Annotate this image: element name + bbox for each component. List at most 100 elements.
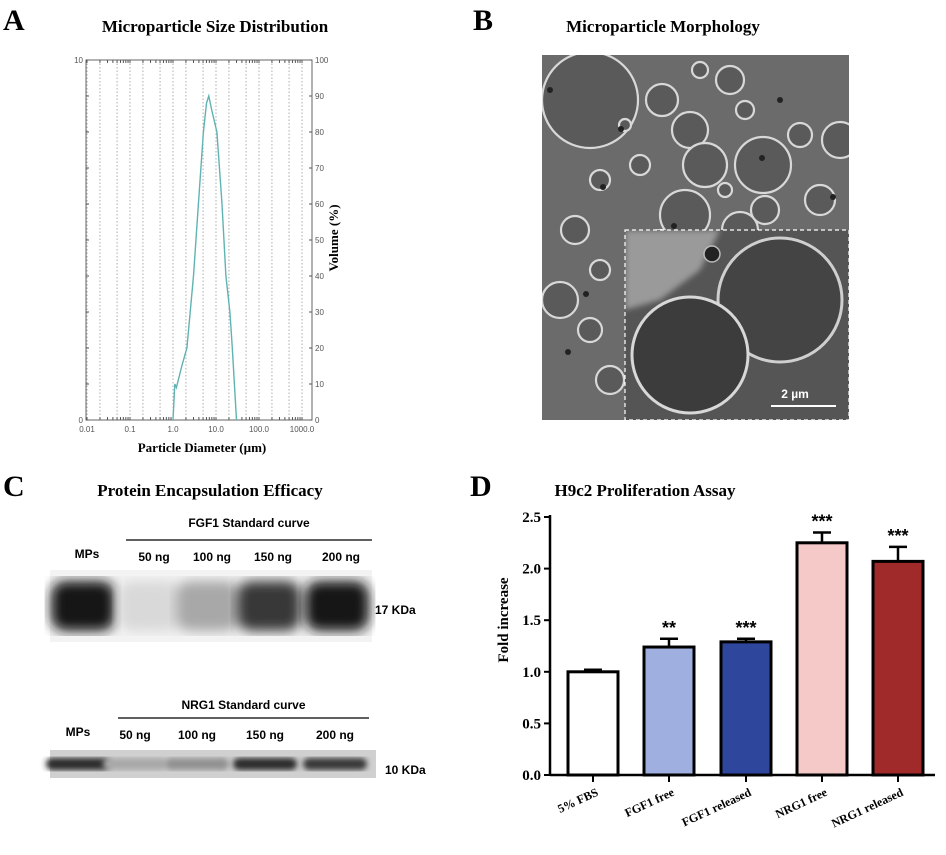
y-tick-label: 1.0 <box>522 665 541 681</box>
lane-label: 150 ng <box>246 728 284 742</box>
microparticle-large <box>630 295 750 415</box>
molecular-weight-marker: 10 KDa <box>385 763 426 777</box>
x-tick-label: FGF1 released <box>680 785 754 829</box>
y-tick-label: 2.5 <box>522 510 541 526</box>
pore <box>583 291 589 297</box>
substrate <box>625 230 720 310</box>
microparticle <box>734 99 756 121</box>
x-tick-label: 1.0 <box>167 425 179 434</box>
x-tick-label: NRG1 released <box>829 785 905 831</box>
pore <box>759 155 765 161</box>
molecular-weight-marker: 17 KDa <box>375 603 416 617</box>
right-tick-label: 90 <box>315 92 324 101</box>
proliferation-bar-chart: 0.0 0.5 1.0 1.5 2.0 2.5 5% FBS ** FGF1 free *** FG… <box>522 510 935 830</box>
significance-label: *** <box>811 511 832 531</box>
x-tick-label: 10.0 <box>208 425 224 434</box>
right-tick-label: 50 <box>315 236 324 245</box>
right-tick-label: 70 <box>315 164 324 173</box>
panel-d: D H9c2 Proliferation Assay Fold increase… <box>470 470 935 830</box>
protein-band <box>305 581 369 631</box>
right-tick-label: 60 <box>315 200 324 209</box>
lane-label: 50 ng <box>119 728 150 742</box>
bar-nrg1-released <box>871 559 925 777</box>
x-axis-label: Particle Diameter (µm) <box>138 440 267 455</box>
bar-5-fbs <box>566 670 620 777</box>
x-tick-label: NRG1 free <box>773 785 830 821</box>
lane-label: 200 ng <box>322 550 360 564</box>
size-distribution-chart: 0.01 0.1 1.0 10.0 100.0 1000.0100908070605040… <box>74 56 329 434</box>
panel-letter-b: B <box>473 4 493 37</box>
microparticle <box>786 121 814 149</box>
protein-band <box>46 758 110 770</box>
y-tick-label: 0.5 <box>522 716 541 732</box>
inset-border <box>624 229 850 421</box>
microparticle <box>690 60 710 80</box>
microparticle <box>588 258 612 282</box>
microparticle <box>803 183 837 217</box>
protein-band <box>51 581 115 631</box>
x-tick-label: 100.0 <box>249 425 270 434</box>
pore <box>600 184 606 190</box>
protein-band <box>165 758 229 770</box>
microparticle <box>628 153 652 177</box>
lane-label: 100 ng <box>193 550 231 564</box>
lane-label: 200 ng <box>316 728 354 742</box>
panel-c-title: Protein Encapsulation Efficacy <box>97 481 323 500</box>
microparticle <box>594 364 626 396</box>
pore <box>565 349 571 355</box>
plot-area <box>85 59 313 421</box>
panel-c: C Protein Encapsulation Efficacy FGF1 St… <box>3 470 426 778</box>
microparticle <box>820 120 849 160</box>
x-tick-label: 5% FBS <box>555 785 600 816</box>
y-axis-label: Fold increase <box>496 577 512 662</box>
blot-header: FGF1 Standard curve <box>188 516 310 530</box>
blot-header: NRG1 Standard curve <box>181 698 305 712</box>
significance-label: ** <box>662 618 676 638</box>
microparticle <box>542 55 640 150</box>
protein-band <box>303 758 367 770</box>
protein-band <box>176 581 240 631</box>
panel-letter-d: D <box>470 470 492 503</box>
protein-band <box>103 758 167 770</box>
protein-band <box>233 758 297 770</box>
right-tick-label: 40 <box>315 272 324 281</box>
right-axis-label: Volume (%) <box>326 204 341 271</box>
pore <box>671 223 677 229</box>
y-tick-label: 0.0 <box>522 768 541 784</box>
panel-a-title: Microparticle Size Distribution <box>102 17 329 36</box>
panel-letter-a: A <box>3 4 25 37</box>
right-tick-label: 10 <box>315 380 324 389</box>
panel-b: B Microparticle Morphology 2 µm <box>473 4 850 421</box>
microparticle <box>733 135 793 195</box>
pore <box>777 97 783 103</box>
protein-band <box>118 581 182 631</box>
sem-inset-magnified <box>625 230 849 420</box>
panel-d-title: H9c2 Proliferation Assay <box>555 481 736 500</box>
bar-nrg1-free <box>795 541 849 777</box>
bar-fgf1-released <box>719 640 773 777</box>
right-tick-label: 100 <box>315 56 329 65</box>
significance-label: *** <box>735 618 756 638</box>
scale-bar-label: 2 µm <box>781 387 809 401</box>
microparticle-small <box>703 245 721 263</box>
left-tick-label: 0 <box>79 416 84 425</box>
microparticle <box>714 64 746 96</box>
x-tick-label: 0.01 <box>79 425 95 434</box>
lane-label: MPs <box>66 725 91 739</box>
microparticle <box>644 82 680 118</box>
panel-letter-c: C <box>3 470 25 503</box>
microparticle <box>542 280 580 320</box>
x-tick-label: FGF1 free <box>623 785 677 820</box>
microparticle-large <box>716 236 844 364</box>
x-tick-label: 1000.0 <box>290 425 315 434</box>
distribution-curve <box>172 93 238 421</box>
right-tick-label: 0 <box>315 416 320 425</box>
panel-a: A Microparticle Size Distribution 0.01 0.… <box>3 4 341 455</box>
microparticle <box>681 141 729 189</box>
pore <box>830 194 836 200</box>
y-tick-label: 2.0 <box>522 562 541 578</box>
lane-label: MPs <box>75 547 100 561</box>
lane-label: 50 ng <box>138 550 169 564</box>
left-tick-label: 10 <box>74 56 83 65</box>
